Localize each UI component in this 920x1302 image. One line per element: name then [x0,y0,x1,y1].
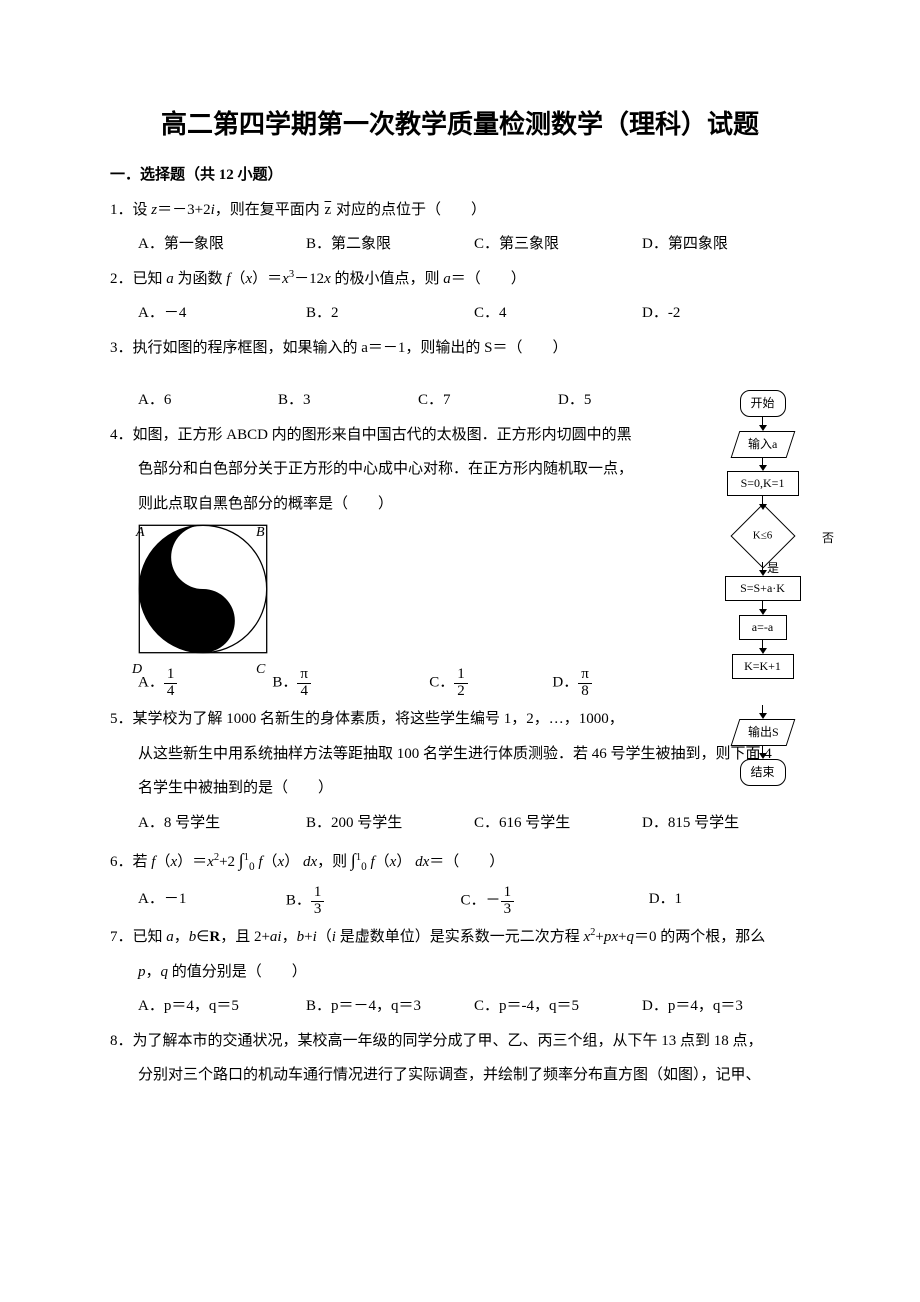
section-heading: 一．选择题（共 12 小题） [110,161,810,190]
fc-start: 开始 [740,390,786,417]
q7-l2: p，q 的值分别是（ ） [110,958,810,987]
q2-optB: B．2 [306,299,474,328]
fc-cond: K≤6 [730,504,795,569]
q6-optB: B．13 [286,885,461,918]
q4-l1: 4．如图，正方形 ABCD 内的图形来自中国古代的太极图．正方形内切圆中的黑 [110,421,670,450]
q2-optD: D．-2 [642,299,810,328]
fc-init: S=0,K=1 [727,471,799,496]
page-title: 高二第四学期第一次教学质量检测数学（理科）试题 [110,100,810,149]
q3-optA: A．6 [138,386,278,415]
q1-optB: B．第二象限 [306,230,474,259]
q1-options: A．第一象限 B．第二象限 C．第三象限 D．第四象限 [110,230,810,259]
q6-stem: 6．若 f（x）＝x2+2 ∫10 f（x） dx，则 ∫10 f（x） dx＝… [110,843,810,878]
q3-optB: B．3 [278,386,418,415]
q1-optD: D．第四象限 [642,230,810,259]
q5-optC: C．616 号学生 [474,809,642,838]
q5-optD: D．815 号学生 [642,809,810,838]
fc-input: 输入a [730,431,795,458]
fc-step2: a=-a [739,615,787,640]
q1-optC: C．第三象限 [474,230,642,259]
q6-optA: A．－1 [138,885,286,918]
q2-options: A．－4 B．2 C．4 D．-2 [110,299,810,328]
q7-l1: 7．已知 a，b∈R，且 2+ai，b+i（i 是虚数单位）是实系数一元二次方程… [110,923,810,952]
fc-step1: S=S+a·K [725,576,801,601]
q5-options: A．8 号学生 B．200 号学生 C．616 号学生 D．815 号学生 [110,809,810,838]
taiji-svg [138,524,268,654]
fc-step3: K=K+1 [732,654,794,679]
fc-end: 结束 [740,759,786,786]
q4-l3: 则此点取自黑色部分的概率是（ ） [110,490,698,519]
q7-optD: D．p＝4，q＝3 [642,992,810,1021]
q3-optD: D．5 [558,386,698,415]
fc-output: 输出S [730,719,795,746]
q4-l2: 色部分和白色部分关于正方形的中心成中心对称．在正方形内随机取一点， [110,455,698,484]
q2-stem: 2．已知 a 为函数 f（x）＝x3－12x 的极小值点，则 a＝（ ） [110,265,810,294]
q7-optC: C．p＝-4，q＝5 [474,992,642,1021]
q2-optA: A．－4 [138,299,306,328]
q3-options: A．6 B．3 C．7 D．5 [110,386,698,415]
q8-l1: 8．为了解本市的交通状况，某校高一年级的同学分成了甲、乙、丙三个组，从下午 13… [110,1027,810,1056]
q2-optC: C．4 [474,299,642,328]
q3-stem: 3．执行如图的程序框图，如果输入的 a＝－1，则输出的 S＝（ ） [110,334,810,363]
q1-optA: A．第一象限 [138,230,306,259]
q5-optB: B．200 号学生 [306,809,474,838]
q6-optC: C．－13 [461,885,649,918]
q7-optB: B．p＝－4，q＝3 [306,992,474,1021]
q7-optA: A．p＝4，q＝5 [138,992,306,1021]
q1-stem: 1．设 z＝－3+2i，则在复平面内 z 对应的点位于（ ） [110,196,810,225]
q7-options: A．p＝4，q＝5 B．p＝－4，q＝3 C．p＝-4，q＝5 D．p＝4，q＝… [110,992,810,1021]
q6-optD: D．1 [649,885,783,918]
q5-optA: A．8 号学生 [138,809,306,838]
fc-yes-label: 是 [767,557,779,580]
q6-options: A．－1 B．13 C．－13 D．1 [110,885,810,918]
q3-optC: C．7 [418,386,558,415]
fc-no-label: 否 [822,527,834,550]
q8-l2: 分别对三个路口的机动车通行情况进行了实际调查，并绘制了频率分布直方图（如图），记… [110,1061,810,1090]
flowchart: 开始 输入a S=0,K=1 K≤6 否 是 S=S+a·K a=-a K=K+… [695,390,830,786]
q4-options: A．14 B．π4 C．12 D．π8 [110,667,698,700]
